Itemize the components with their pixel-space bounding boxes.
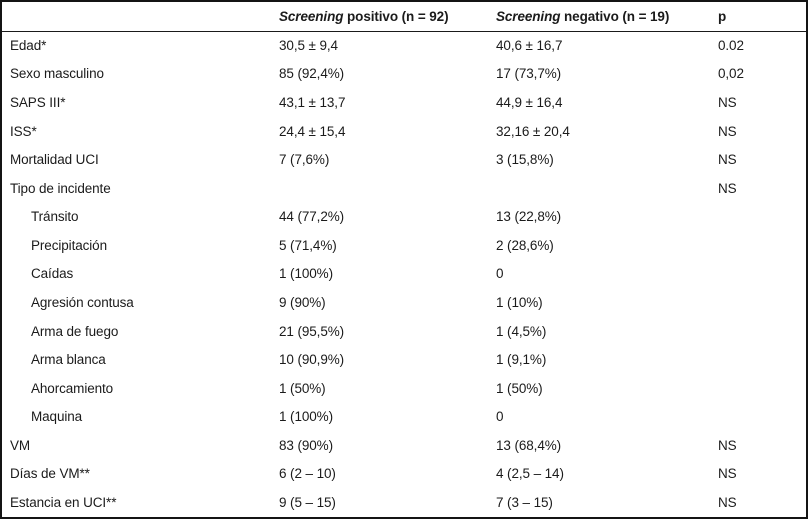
screening-positive-italic-label: Screening <box>279 8 344 24</box>
p-value-cell <box>718 288 806 317</box>
row-label-cell: Agresión contusa <box>31 294 134 310</box>
p-value-cell: NS <box>718 94 737 110</box>
screening-positive-label: positivo (n = 92) <box>343 8 449 24</box>
positive-value-cell: 10 (90,9%) <box>279 352 345 368</box>
positive-value-cell: 1 (50%) <box>279 380 326 396</box>
table-row: Tránsito 44 (77,2%) 13 (22,8%) <box>2 202 806 231</box>
row-label-cell: VM <box>10 437 31 453</box>
row-label-cell: Arma blanca <box>31 352 106 368</box>
row-label-cell: Estancia en UCI** <box>10 495 117 511</box>
row-label-cell: Caídas <box>31 266 74 282</box>
positive-value-cell: 85 (92,4%) <box>279 66 345 82</box>
p-value-cell <box>718 345 806 374</box>
row-label-cell: Tipo de incidente <box>10 180 111 196</box>
table-row: SAPS III* 43,1 ± 13,7 44,9 ± 16,4 NS <box>2 88 806 117</box>
table-row: Caídas 1 (100%) 0 <box>2 260 806 289</box>
table-row: Precipitación 5 (71,4%) 2 (28,6%) <box>2 231 806 260</box>
table-row: Edad* 30,5 ± 9,4 40,6 ± 16,7 0.02 <box>2 31 806 60</box>
p-value-cell: NS <box>718 495 737 511</box>
row-label-cell: ISS* <box>10 123 37 139</box>
screening-negative-label: negativo (n = 19) <box>560 8 670 24</box>
positive-value-cell: 1 (100%) <box>279 266 333 282</box>
p-value-cell <box>718 317 806 346</box>
table-row: Mortalidad UCI 7 (7,6%) 3 (15,8%) NS <box>2 145 806 174</box>
positive-value-cell: 9 (5 – 15) <box>279 495 336 511</box>
header-row: Screening positivo (n = 92) Screening ne… <box>2 2 806 32</box>
table-row: Estancia en UCI** 9 (5 – 15) 7 (3 – 15) NS <box>2 488 806 517</box>
table-row: Tipo de incidente NS <box>2 174 806 203</box>
negative-value-cell: 1 (9,1%) <box>496 352 547 368</box>
p-value-cell <box>718 231 806 260</box>
p-value-cell: 0,02 <box>718 66 744 82</box>
negative-value-cell: 0 <box>496 266 504 282</box>
positive-value-cell <box>279 174 496 203</box>
negative-value-cell: 4 (2,5 – 14) <box>496 466 564 482</box>
negative-value-cell: 40,6 ± 16,7 <box>496 38 563 54</box>
p-value-cell: 0.02 <box>718 38 744 54</box>
p-value-cell <box>718 202 806 231</box>
p-value-cell <box>718 374 806 403</box>
row-label-cell: Tránsito <box>31 209 79 225</box>
table-row: ISS* 24,4 ± 15,4 32,16 ± 20,4 NS <box>2 117 806 146</box>
negative-value-cell: 13 (68,4%) <box>496 437 562 453</box>
table-row: VM 83 (90%) 13 (68,4%) NS <box>2 431 806 460</box>
table-row: Maquina 1 (100%) 0 <box>2 403 806 432</box>
header-screening-negative-cell: Screening negativo (n = 19) <box>496 2 718 32</box>
positive-value-cell: 7 (7,6%) <box>279 152 330 168</box>
positive-value-cell: 9 (90%) <box>279 294 326 310</box>
positive-value-cell: 5 (71,4%) <box>279 237 337 253</box>
table-row: Arma de fuego 21 (95,5%) 1 (4,5%) <box>2 317 806 346</box>
row-label-cell: Arma de fuego <box>31 323 119 339</box>
row-label-cell: Sexo masculino <box>10 66 104 82</box>
row-label-cell: SAPS III* <box>10 94 66 110</box>
header-p-value-cell: p <box>718 2 806 32</box>
positive-value-cell: 44 (77,2%) <box>279 209 345 225</box>
row-label-cell: Edad* <box>10 38 47 54</box>
negative-value-cell: 2 (28,6%) <box>496 237 554 253</box>
negative-value-cell: 1 (50%) <box>496 380 543 396</box>
p-value-cell: NS <box>718 123 737 139</box>
negative-value-cell: 1 (4,5%) <box>496 323 547 339</box>
negative-value-cell: 3 (15,8%) <box>496 152 554 168</box>
negative-value-cell: 13 (22,8%) <box>496 209 562 225</box>
table-body: Edad* 30,5 ± 9,4 40,6 ± 16,7 0.02 Sexo mascu… <box>2 31 806 517</box>
row-label-cell: Maquina <box>31 409 83 425</box>
negative-value-cell: 32,16 ± 20,4 <box>496 123 570 139</box>
table-row: Ahorcamiento 1 (50%) 1 (50%) <box>2 374 806 403</box>
header-screening-positive-cell: Screening positivo (n = 92) <box>279 2 496 32</box>
table-row: Días de VM** 6 (2 – 10) 4 (2,5 – 14) NS <box>2 460 806 489</box>
table-row: Arma blanca 10 (90,9%) 1 (9,1%) <box>2 345 806 374</box>
positive-value-cell: 43,1 ± 13,7 <box>279 94 346 110</box>
negative-value-cell: 0 <box>496 409 504 425</box>
screening-negative-italic-label: Screening <box>496 8 561 24</box>
p-value-cell: NS <box>718 152 737 168</box>
row-label-cell: Mortalidad UCI <box>10 152 99 168</box>
positive-value-cell: 30,5 ± 9,4 <box>279 38 338 54</box>
p-value-cell: NS <box>718 466 737 482</box>
positive-value-cell: 6 (2 – 10) <box>279 466 336 482</box>
negative-value-cell: 17 (73,7%) <box>496 66 562 82</box>
row-label-cell: Ahorcamiento <box>31 380 114 396</box>
row-label-cell: Días de VM** <box>10 466 90 482</box>
positive-value-cell: 83 (90%) <box>279 437 333 453</box>
p-value-cell: NS <box>718 180 737 196</box>
positive-value-cell: 1 (100%) <box>279 409 333 425</box>
negative-value-cell: 7 (3 – 15) <box>496 495 553 511</box>
p-value-cell: NS <box>718 437 737 453</box>
negative-value-cell <box>496 174 718 203</box>
positive-value-cell: 24,4 ± 15,4 <box>279 123 346 139</box>
p-value-cell <box>718 403 806 432</box>
negative-value-cell: 1 (10%) <box>496 294 543 310</box>
table-row: Sexo masculino 85 (92,4%) 17 (73,7%) 0,02 <box>2 60 806 89</box>
positive-value-cell: 21 (95,5%) <box>279 323 345 339</box>
p-value-cell <box>718 260 806 289</box>
table-row: Agresión contusa 9 (90%) 1 (10%) <box>2 288 806 317</box>
row-label-cell: Precipitación <box>31 237 107 253</box>
negative-value-cell: 44,9 ± 16,4 <box>496 94 563 110</box>
header-variable-cell <box>2 2 279 32</box>
